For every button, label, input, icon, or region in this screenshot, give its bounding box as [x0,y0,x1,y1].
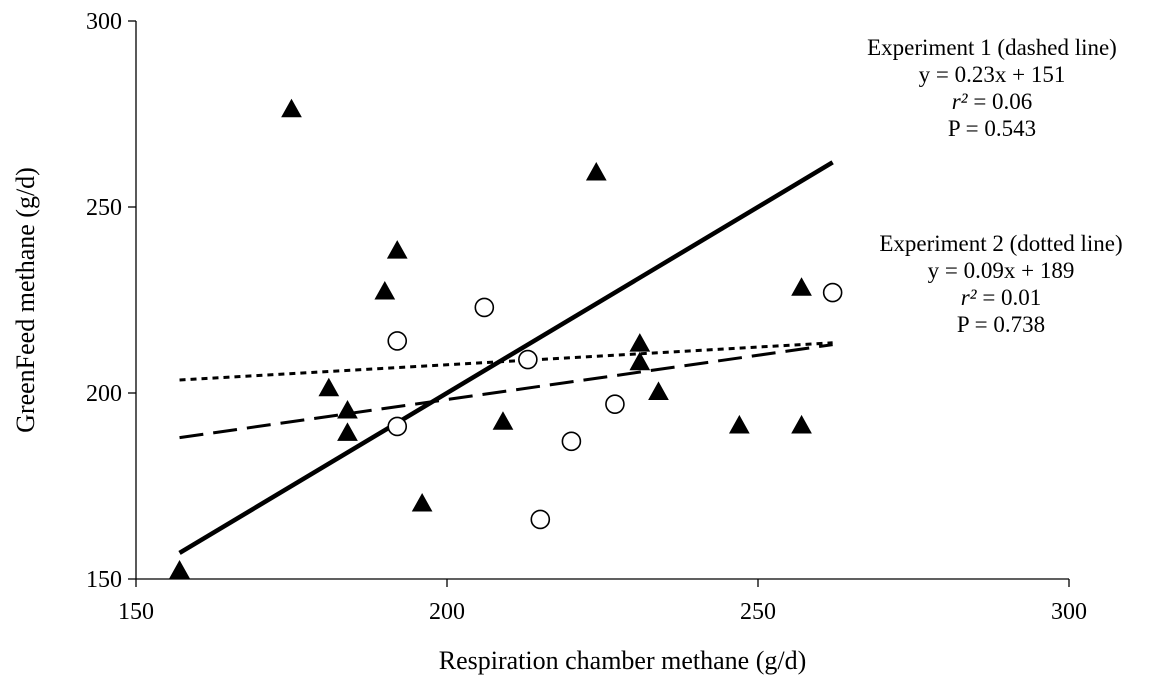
triangle-marker [791,277,812,296]
y-axis-title: GreenFeed methane (g/d) [11,167,40,433]
triangle-marker [169,559,190,579]
solid-regression-line [178,160,834,555]
circle-marker [387,416,408,437]
triangle-marker [318,377,340,397]
axis-labels: 150 200 250 300 150 200 250 300 Respiration cham… [11,9,1087,675]
triangle-marker [374,280,396,300]
y-tick-label: 250 [86,195,122,221]
experiment-2-annotation: Experiment 2 (dotted line) y = 0.09x + 1… [836,230,1166,338]
circle-marker [561,431,582,452]
circle-marker [530,509,551,530]
r2-value: = 0.01 [976,285,1042,310]
experiment-2-title: Experiment 2 (dotted line) [879,231,1123,256]
triangle-marker [629,351,651,371]
triangle-marker [648,381,669,400]
triangle-marker [629,333,651,352]
experiment-1-title: Experiment 1 (dashed line) [867,35,1117,60]
x-tick-label: 300 [1051,599,1087,625]
circle-marker [518,349,538,370]
x-tick-label: 200 [429,599,465,625]
triangle-marker [791,414,812,434]
triangle-marker [337,400,358,419]
triangle-marker [728,414,750,434]
circle-marker [605,394,625,414]
x-tick-label: 150 [118,599,154,625]
r2-symbol: r² [960,285,977,310]
dashed-regression-line [179,343,833,440]
circle-marker [822,282,843,303]
data-markers [169,98,843,579]
axes [128,20,1070,587]
triangle-marker [492,411,514,430]
experiment-1-r2: r² = 0.06 [842,88,1142,115]
experiment-2-equation: y = 0.09x + 189 [927,258,1075,283]
x-axis-title: Respiration chamber methane (g/d) [439,646,806,675]
experiment-1-equation: y = 0.23x + 151 [918,62,1066,87]
experiment-2-r2: r² = 0.01 [836,284,1166,311]
r2-value: = 0.06 [967,89,1033,114]
y-tick-label: 150 [86,567,122,593]
experiment-2-p-value: P = 0.738 [956,312,1046,337]
y-tick-label: 300 [86,9,122,35]
experiment-1-annotation: Experiment 1 (dashed line) y = 0.23x + 1… [842,34,1142,142]
experiment-1-p-value: P = 0.543 [947,116,1037,141]
circle-marker [387,331,408,351]
fit-lines [178,160,834,555]
triangle-marker [337,422,358,441]
circle-marker [474,297,495,318]
dotted-regression-line [179,341,833,382]
x-tick-label: 250 [740,599,776,625]
triangle-marker [386,240,408,259]
triangle-marker [585,161,607,181]
triangle-marker [411,493,433,512]
r2-symbol: r² [951,89,968,114]
y-tick-label: 200 [86,381,122,407]
triangle-marker [281,98,302,118]
